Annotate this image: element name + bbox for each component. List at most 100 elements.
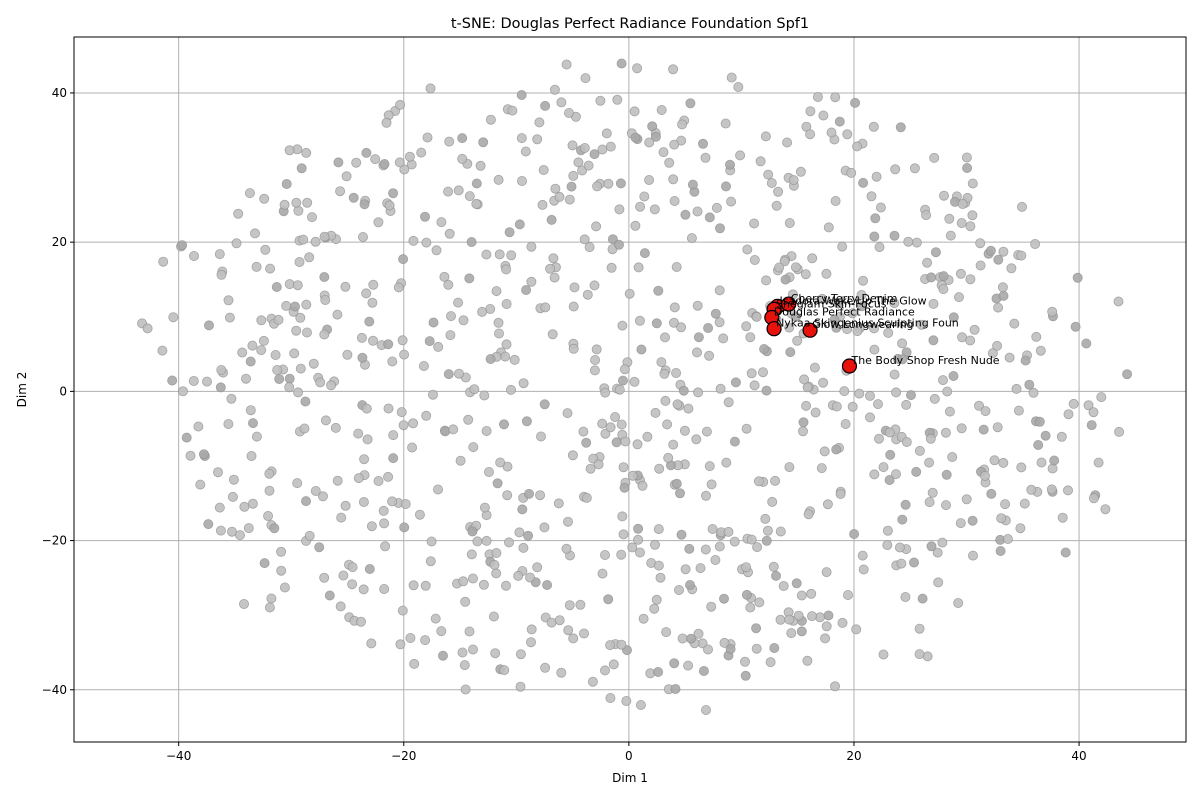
background-point (494, 249, 505, 260)
background-point (479, 502, 490, 513)
background-point (1026, 484, 1037, 495)
background-point (585, 463, 596, 474)
background-point (181, 432, 192, 443)
background-point (956, 217, 967, 228)
background-point (226, 393, 237, 404)
background-point (680, 209, 691, 220)
background-point (308, 358, 319, 369)
background-point (632, 439, 643, 450)
background-point (523, 530, 534, 541)
y-axis-ticks: −40 −20 0 20 40 (42, 86, 74, 697)
background-point (619, 364, 630, 375)
background-point (947, 451, 958, 462)
background-point (1046, 484, 1057, 495)
background-point (659, 368, 670, 379)
background-point (481, 425, 492, 436)
background-point (281, 178, 292, 189)
background-point (754, 597, 765, 608)
background-point (580, 73, 591, 84)
background-point (518, 542, 529, 553)
background-point (921, 210, 932, 221)
background-point (878, 649, 889, 660)
background-point (320, 294, 331, 305)
background-point (714, 541, 725, 552)
background-point (587, 676, 598, 687)
background-point (167, 375, 178, 386)
background-point (741, 321, 752, 332)
background-point (300, 496, 311, 507)
background-point (238, 599, 249, 610)
background-point (854, 388, 865, 399)
background-point (721, 181, 732, 192)
background-point (956, 423, 967, 434)
background-point (478, 579, 489, 590)
background-point (871, 171, 882, 182)
background-point (965, 221, 976, 232)
background-point (1016, 250, 1027, 261)
background-point (448, 424, 459, 435)
background-point (668, 64, 679, 75)
background-point (614, 239, 625, 250)
plot-frame (73, 36, 1187, 743)
background-point (249, 228, 260, 239)
background-point (342, 349, 353, 360)
background-point (849, 529, 860, 540)
background-point (444, 228, 455, 239)
background-point (858, 564, 869, 575)
background-point (846, 167, 857, 178)
background-point (778, 581, 789, 592)
background-point (773, 186, 784, 197)
background-point (443, 369, 454, 380)
background-point (266, 593, 277, 604)
highlighted-point-label: Sheglam Skin-Focus (776, 297, 887, 310)
background-point (816, 463, 827, 474)
background-point (869, 323, 880, 334)
background-point (644, 137, 655, 148)
background-point (760, 513, 771, 524)
background-point (234, 530, 245, 541)
background-point (549, 84, 560, 95)
background-point (270, 349, 281, 360)
highlighted-point-label: Nykaa Skingenius Sculpting Foun (776, 317, 959, 330)
background-point (246, 450, 257, 461)
background-point (542, 580, 553, 591)
background-point (1011, 383, 1022, 394)
background-point (676, 529, 687, 540)
background-point (658, 147, 669, 158)
background-point (505, 384, 516, 395)
background-point (630, 132, 641, 143)
background-point (388, 453, 399, 464)
background-point (535, 490, 546, 501)
background-point (671, 367, 682, 378)
background-point (564, 194, 575, 205)
background-point (847, 401, 858, 412)
background-point (668, 439, 679, 450)
background-point (500, 351, 511, 362)
background-point (201, 376, 212, 387)
background-point (195, 479, 206, 490)
background-point (284, 279, 295, 290)
background-point (770, 475, 781, 486)
background-point (358, 584, 369, 595)
background-point (500, 580, 511, 591)
background-point (373, 217, 384, 228)
background-point (1088, 407, 1099, 418)
background-point (858, 177, 869, 188)
x-axis-title: Dim 1 (612, 771, 648, 785)
background-point (818, 110, 829, 121)
background-point (388, 430, 399, 441)
background-point (1114, 426, 1125, 437)
background-point (445, 330, 456, 341)
background-point (962, 162, 973, 173)
background-point (264, 485, 275, 496)
background-point (540, 662, 551, 673)
background-point (579, 234, 590, 245)
background-point (416, 147, 427, 158)
background-point (502, 490, 513, 501)
background-point (1024, 379, 1035, 390)
background-point (399, 164, 410, 175)
background-point (633, 534, 644, 545)
background-point (563, 625, 574, 636)
background-point (436, 217, 447, 228)
background-point (615, 178, 626, 189)
